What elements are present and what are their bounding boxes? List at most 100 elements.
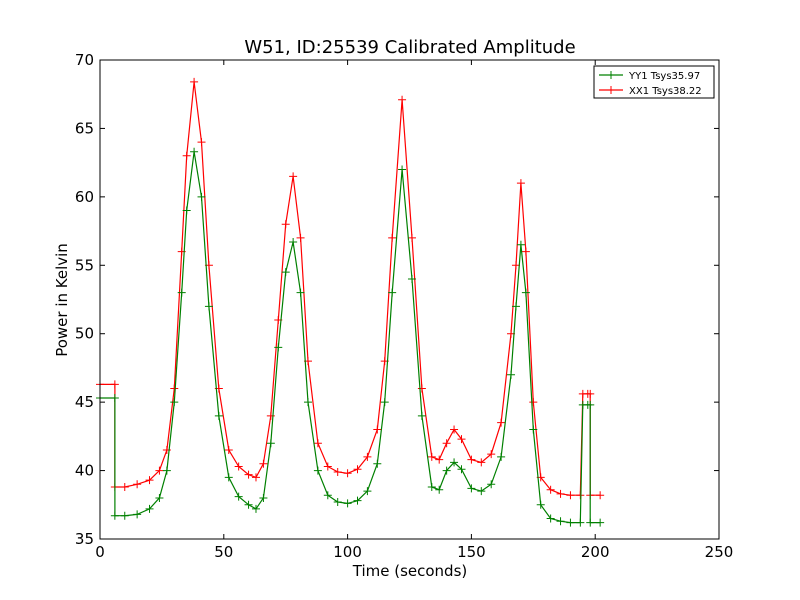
data-point-marker <box>507 370 516 379</box>
data-point-marker <box>313 466 322 475</box>
legend-label: XX1 Tsys38.22 <box>629 86 702 97</box>
data-point-marker <box>110 394 119 403</box>
data-point-marker <box>363 452 372 461</box>
y-tick-label: 50 <box>75 325 94 343</box>
x-tick-label: 100 <box>333 543 362 561</box>
data-point-marker <box>546 514 555 523</box>
legend-marker <box>607 71 615 79</box>
data-point-marker <box>566 491 575 500</box>
data-point-marker <box>586 400 595 409</box>
data-point-marker <box>477 487 486 496</box>
data-point-marker <box>596 518 605 527</box>
y-tick-label: 65 <box>75 119 94 137</box>
data-point-marker <box>373 425 382 434</box>
data-point-marker <box>259 493 268 502</box>
data-point-marker <box>333 467 342 476</box>
data-point-marker <box>388 233 397 242</box>
data-point-marker <box>477 458 486 467</box>
y-axis-label: Power in Kelvin <box>53 243 71 357</box>
data-point-marker <box>234 462 243 471</box>
data-point-marker <box>497 418 506 427</box>
data-point-marker <box>133 510 142 519</box>
data-point-marker <box>353 465 362 474</box>
data-point-marker <box>556 489 565 498</box>
data-point-marker <box>435 455 444 464</box>
legend-marker <box>607 86 615 94</box>
data-point-marker <box>110 511 119 520</box>
data-point-marker <box>417 384 426 393</box>
data-point-marker <box>566 518 575 527</box>
data-point-marker <box>281 220 290 229</box>
data-point-marker <box>497 452 506 461</box>
data-point-marker <box>529 425 538 434</box>
data-point-marker <box>398 165 407 174</box>
data-point-marker <box>281 268 290 277</box>
data-point-marker <box>442 439 451 448</box>
legend-label: YY1 Tsys35.97 <box>628 71 700 82</box>
plot-frame <box>99 59 720 540</box>
data-point-marker <box>427 482 436 491</box>
data-point-marker <box>244 470 253 479</box>
data-point-marker <box>133 480 142 489</box>
data-point-marker <box>417 411 426 420</box>
y-tick-label: 35 <box>75 530 94 548</box>
x-tick-label: 0 <box>95 543 105 561</box>
data-point-marker <box>197 138 206 147</box>
data-point-marker <box>244 500 253 509</box>
data-point-marker <box>457 465 466 474</box>
data-point-marker <box>155 493 164 502</box>
data-point-marker <box>259 459 268 468</box>
data-point-marker <box>177 288 186 297</box>
data-point-marker <box>110 380 119 389</box>
data-point-marker <box>303 398 312 407</box>
data-point-marker <box>182 206 191 215</box>
data-point-marker <box>190 147 199 156</box>
data-point-marker <box>467 455 476 464</box>
y-tick-label: 70 <box>75 51 94 69</box>
data-point-marker <box>333 498 342 507</box>
series-line-1 <box>100 81 601 496</box>
data-point-marker <box>536 500 545 509</box>
data-point-marker <box>442 466 451 475</box>
data-point-marker <box>380 398 389 407</box>
data-point-marker <box>407 274 416 283</box>
data-point-marker <box>224 446 233 455</box>
data-point-marker <box>190 77 199 86</box>
y-tick-label: 60 <box>75 188 94 206</box>
legend-box <box>593 65 715 99</box>
x-tick-label: 50 <box>214 543 233 561</box>
data-point-marker <box>373 459 382 468</box>
data-point-marker <box>487 480 496 489</box>
data-point-marker <box>576 518 585 527</box>
data-point-marker <box>511 302 520 311</box>
x-tick-label: 150 <box>457 543 486 561</box>
data-point-marker <box>120 511 129 520</box>
data-point-marker <box>546 485 555 494</box>
data-point-marker <box>323 491 332 500</box>
data-point-marker <box>596 491 605 500</box>
x-axis-label: Time (seconds) <box>352 562 468 580</box>
data-point-marker <box>182 151 191 160</box>
chart-title: W51, ID:25539 Calibrated Amplitude <box>244 37 575 58</box>
data-point-marker <box>274 343 283 352</box>
data-point-marker <box>450 458 459 467</box>
data-point-marker <box>170 384 179 393</box>
data-point-marker <box>586 389 595 398</box>
data-point-marker <box>145 504 154 513</box>
x-tick-label: 200 <box>581 543 610 561</box>
data-point-marker <box>407 233 416 242</box>
data-point-marker <box>398 95 407 104</box>
data-point-marker <box>529 398 538 407</box>
data-point-marker <box>162 466 171 475</box>
data-point-marker <box>234 492 243 501</box>
data-point-marker <box>289 172 298 181</box>
data-point-marker <box>343 499 352 508</box>
y-tick-label: 40 <box>75 462 94 480</box>
data-point-marker <box>251 504 260 513</box>
data-point-marker <box>343 469 352 478</box>
data-point-marker <box>511 261 520 270</box>
data-point-marker <box>120 482 129 491</box>
data-point-marker <box>266 439 275 448</box>
data-point-marker <box>170 398 179 407</box>
